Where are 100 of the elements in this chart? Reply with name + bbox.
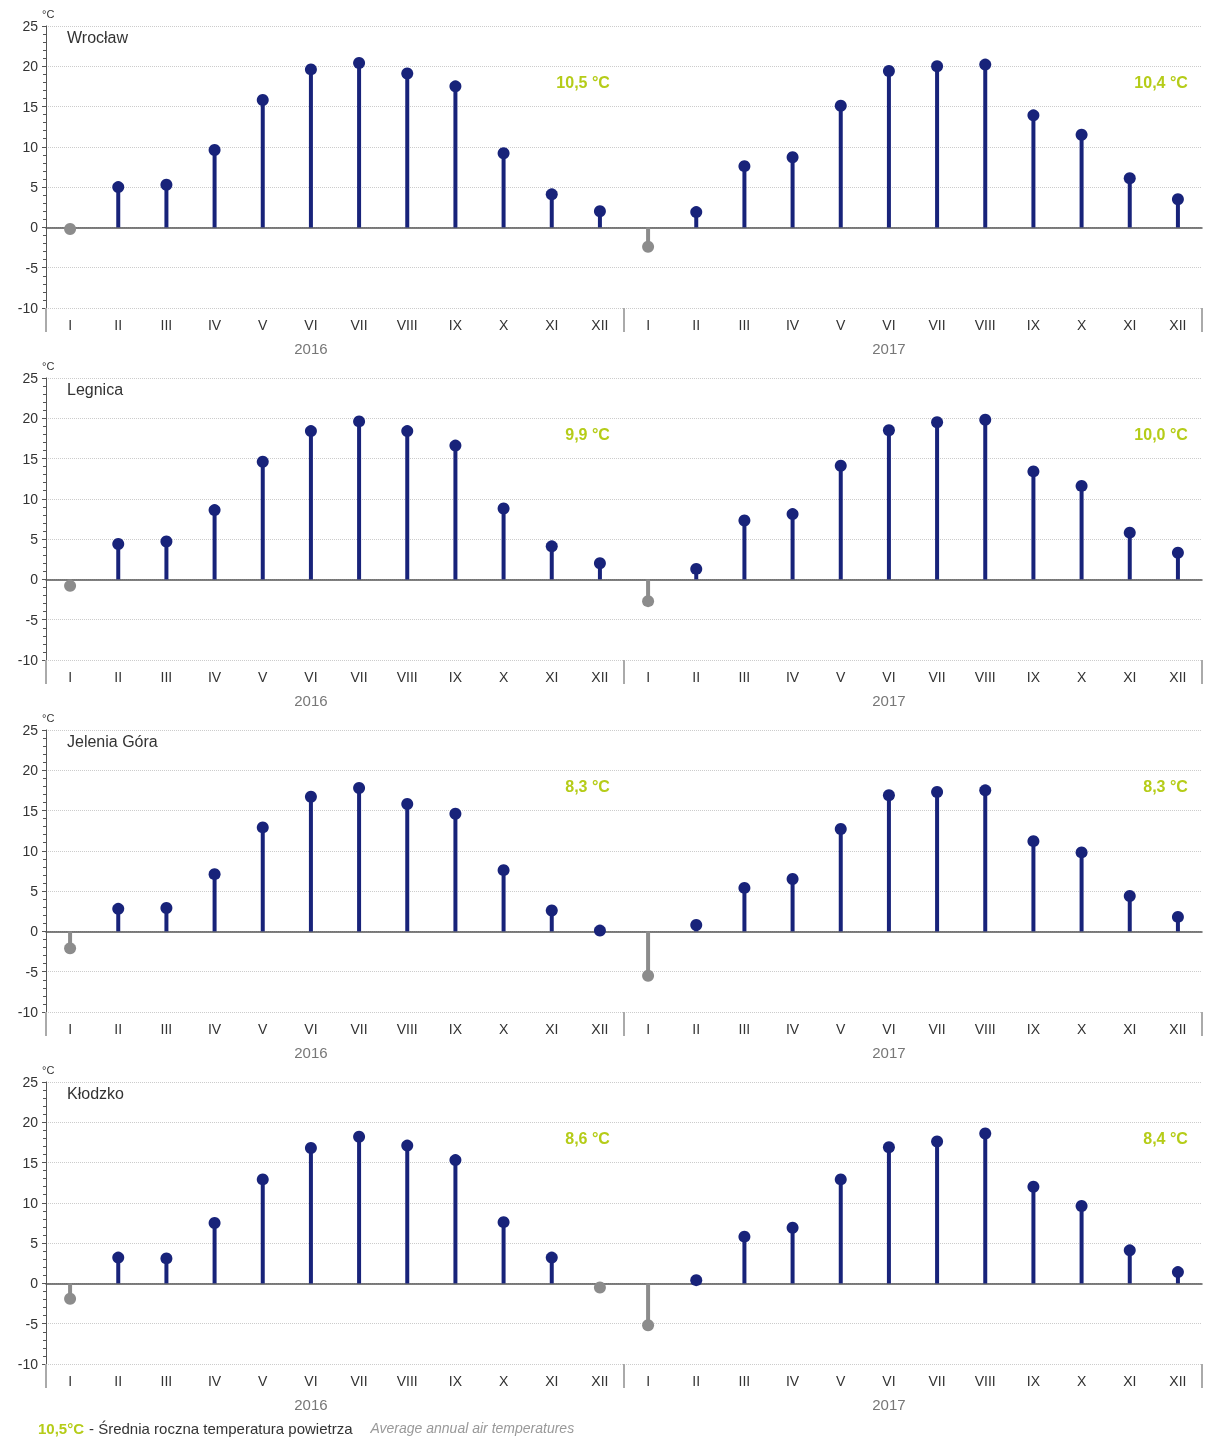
- text: 2017: [872, 1043, 906, 1061]
- y-tick-label: 5: [30, 179, 39, 196]
- x-tick-label: I: [646, 1021, 651, 1037]
- text: 2017: [872, 691, 906, 709]
- y-tick-label: 0: [30, 1275, 39, 1292]
- x-tick-label: I: [68, 1373, 73, 1389]
- text: 2017: [872, 339, 906, 357]
- y-tick-label: 25: [22, 1073, 39, 1090]
- x-tick-label: X: [1076, 669, 1087, 685]
- x-tick-label: VII: [350, 669, 368, 685]
- annotation: 10,0 °C: [1134, 425, 1189, 443]
- x-tick-label: VII: [350, 1373, 368, 1389]
- y-tick-label: 15: [22, 802, 39, 819]
- x-tick-label: V: [258, 669, 269, 685]
- x-tick-label: X: [498, 317, 509, 333]
- x-tick-label: VI: [882, 1373, 896, 1389]
- text: 2016: [294, 691, 328, 709]
- y-tick-label: -10: [17, 652, 39, 668]
- y-tick-label: -5: [25, 611, 39, 628]
- x-tick-label: II: [114, 1373, 123, 1389]
- x-tick-label: V: [836, 1373, 847, 1389]
- x-tick-label: V: [258, 1373, 269, 1389]
- x-tick-label: V: [258, 1021, 269, 1037]
- x-tick-label: X: [498, 669, 509, 685]
- x-tick-label: V: [836, 317, 847, 333]
- x-tick-label: IV: [785, 1373, 800, 1389]
- y-tick-label: 10: [22, 490, 39, 507]
- x-tick-label: IX: [448, 317, 463, 333]
- y-tick-label: -5: [25, 259, 39, 276]
- x-tick-label: V: [836, 1021, 847, 1037]
- x-tick-label: VIII: [974, 669, 996, 685]
- y-axis-title: °C: [42, 359, 55, 372]
- x-tick-label: VII: [350, 1021, 368, 1037]
- x-tick-label: IX: [448, 1021, 463, 1037]
- x-tick-label: XI: [545, 1021, 559, 1037]
- y-tick-label: 10: [22, 138, 39, 155]
- x-tick-label: XI: [1123, 1021, 1137, 1037]
- annotation: 8,3 °C: [1143, 777, 1189, 795]
- x-tick-label: XI: [1123, 1373, 1137, 1389]
- x-tick-label: VI: [304, 669, 318, 685]
- x-tick-label: VII: [928, 317, 946, 333]
- y-tick-label: 25: [22, 721, 39, 738]
- x-tick-label: II: [692, 1021, 701, 1037]
- x-tick-label: VIII: [396, 1021, 418, 1037]
- chart-title: Jelenia Góra: [67, 732, 158, 750]
- annotation: 8,4 °C: [1143, 1129, 1189, 1147]
- x-tick-label: X: [498, 1373, 509, 1389]
- x-tick-label: III: [160, 669, 173, 685]
- text: Average annual air temperatures: [369, 1420, 575, 1436]
- annotation: 8,6 °C: [565, 1129, 611, 1147]
- x-tick-label: XI: [545, 317, 559, 333]
- text: 2017: [872, 1395, 906, 1413]
- x-tick-label: VII: [928, 669, 946, 685]
- x-tick-label: II: [114, 317, 123, 333]
- y-tick-label: 10: [22, 1194, 39, 1211]
- x-tick-label: II: [114, 1021, 123, 1037]
- x-tick-label: XI: [545, 1373, 559, 1389]
- x-tick-label: VII: [928, 1373, 946, 1389]
- y-tick-label: 15: [22, 98, 39, 115]
- x-tick-label: X: [1076, 317, 1087, 333]
- x-tick-label: IV: [785, 1021, 800, 1037]
- x-tick-label: VIII: [974, 1373, 996, 1389]
- y-tick-label: -10: [17, 1004, 39, 1020]
- x-tick-label: VI: [304, 1021, 318, 1037]
- y-tick-label: 20: [22, 58, 39, 75]
- x-tick-label: X: [498, 1021, 509, 1037]
- y-tick-label: 15: [22, 450, 39, 467]
- y-tick-label: 20: [22, 762, 39, 779]
- y-tick-label: 0: [30, 219, 39, 236]
- x-tick-label: VIII: [974, 317, 996, 333]
- x-tick-label: II: [692, 1373, 701, 1389]
- x-tick-label: XII: [591, 1373, 609, 1389]
- x-tick-label: I: [68, 1021, 73, 1037]
- x-tick-label: XII: [591, 1021, 609, 1037]
- x-tick-label: III: [738, 1373, 751, 1389]
- x-tick-label: III: [738, 317, 751, 333]
- x-tick-label: XI: [545, 669, 559, 685]
- y-tick-label: 0: [30, 923, 39, 940]
- x-tick-label: XII: [1169, 1021, 1187, 1037]
- y-tick-label: 25: [22, 369, 39, 386]
- x-tick-label: III: [160, 1021, 173, 1037]
- x-tick-label: VI: [304, 317, 318, 333]
- y-tick-label: 0: [30, 571, 39, 588]
- x-tick-label: IX: [448, 669, 463, 685]
- x-tick-label: IX: [1026, 1021, 1041, 1037]
- y-tick-label: -5: [25, 963, 39, 980]
- x-tick-label: VII: [928, 1021, 946, 1037]
- y-tick-label: 10: [22, 842, 39, 859]
- x-tick-label: VI: [882, 317, 896, 333]
- y-axis-title: °C: [42, 1063, 55, 1076]
- annotation: 10,4 °C: [1134, 73, 1189, 91]
- x-tick-label: VII: [350, 317, 368, 333]
- x-tick-label: I: [68, 317, 73, 333]
- x-tick-label: VI: [882, 669, 896, 685]
- y-tick-label: 25: [22, 17, 39, 34]
- x-tick-label: III: [738, 1021, 751, 1037]
- y-tick-label: 15: [22, 1154, 39, 1171]
- y-axis-title: °C: [42, 7, 55, 20]
- x-tick-label: VI: [304, 1373, 318, 1389]
- x-tick-label: I: [68, 669, 73, 685]
